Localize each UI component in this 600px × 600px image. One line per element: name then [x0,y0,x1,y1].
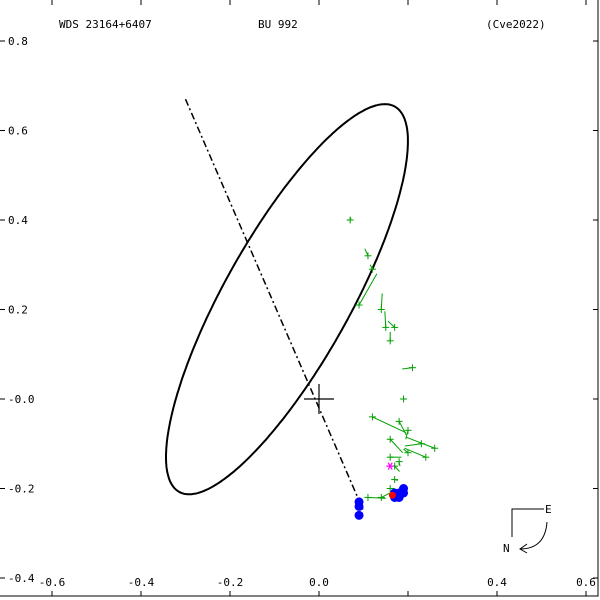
x-tick-label-0: -0.6 [39,576,66,589]
compass: E N [503,503,552,555]
interferometric-point-7 [399,488,409,498]
y-tick-label-1: -0.2 [8,483,35,496]
x-tick-label-3: 0.0 [309,576,329,589]
compass-rotation-arrow-icon [519,521,548,550]
y-tick-label-6: 0.8 [8,35,28,48]
compass-north-label: N [503,542,510,555]
x-tick-label-1: -0.4 [128,576,155,589]
interferometric-point-1 [354,501,364,511]
micrometer-observations [346,216,439,501]
x-tick-label-5: 0.6 [576,576,596,589]
x-tick-labels: -0.6 -0.4 -0.2 0.0 0.4 0.6 [39,576,596,589]
interferometric-observations [354,484,409,520]
y-tick-label-0: -0.4 [8,572,35,585]
residual-line-23 [381,492,391,498]
y-tick-labels: -0.4 -0.2 -0.0 0.2 0.4 0.6 0.8 [8,35,35,585]
special-markers [386,462,396,499]
first-obs-asterisk-2 [387,462,393,470]
y-tick-label-3: 0.2 [8,304,28,317]
compass-arrowhead-icon [519,543,528,554]
residual-line-1 [364,248,369,256]
y-tick-label-4: 0.4 [8,214,28,227]
compass-east-label: E [545,503,552,516]
residual-line-19 [394,465,400,472]
header-reference: (Cve2022) [486,18,546,31]
compass-north-arm [511,508,544,537]
header-discoverer: BU 992 [258,18,298,31]
current-position-marker [388,491,396,499]
orbit-ellipse [165,103,409,496]
y-tick-label-2: -0.0 [8,393,35,406]
header-wds: WDS 23164+6407 [59,18,152,31]
residual-line-16 [389,438,404,454]
residual-line-3 [358,273,378,306]
x-tick-label-4: 0.4 [487,576,507,589]
residual-line-13 [405,436,435,449]
residual-line-18 [403,448,409,454]
y-tick-label-5: 0.6 [8,125,28,138]
residual-line-10 [372,416,406,434]
residual-line-11 [398,421,407,436]
x-tick-label-2: -0.2 [217,576,244,589]
orbit-layer [165,98,409,512]
residual-line-6 [387,320,395,328]
interferometric-point-2 [354,510,364,520]
